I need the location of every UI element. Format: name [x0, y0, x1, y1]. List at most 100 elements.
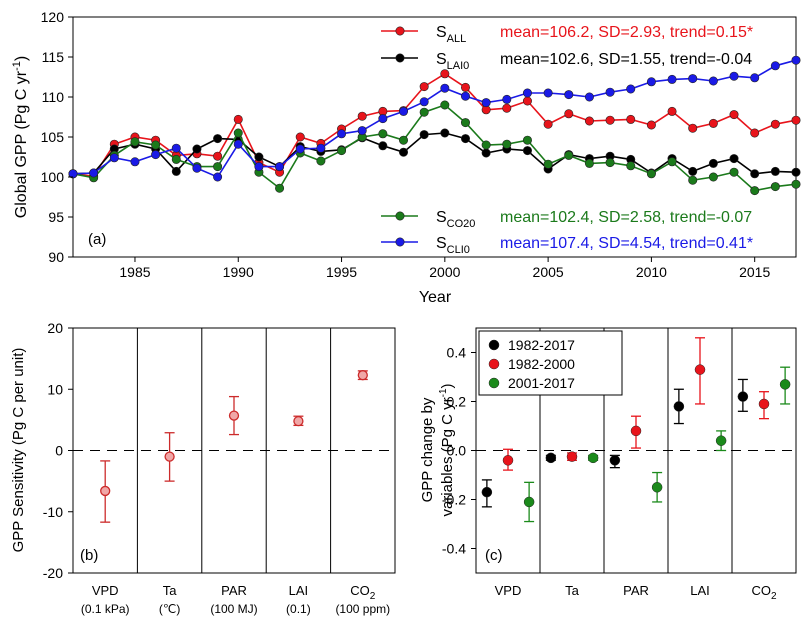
data-point-cli0 [729, 71, 739, 81]
data-point-co20 [275, 183, 285, 193]
data-point-all [522, 96, 532, 106]
category-label: LAI [289, 583, 309, 598]
data-point-co20 [522, 135, 532, 145]
data-point-lai0 [440, 128, 450, 138]
data-point-co20 [399, 135, 409, 145]
data-point-cli0 [522, 88, 532, 98]
data-point-cli0 [275, 162, 285, 172]
x-tick-label: 2015 [739, 264, 770, 280]
data-point-lai0 [254, 152, 264, 162]
category-unit: (100 MJ) [210, 602, 257, 616]
data-point-all [543, 119, 553, 129]
y-tick-label: 0 [55, 443, 63, 459]
data-point-all [584, 116, 594, 126]
data-point-cli0 [708, 76, 718, 86]
data-point-all [295, 132, 305, 142]
data-point-lai0 [460, 134, 470, 144]
data-point-cli0 [419, 97, 429, 107]
data-point-cli0 [543, 88, 553, 98]
x-tick-label: 2005 [533, 264, 564, 280]
data-point-all [357, 111, 367, 121]
legend-label: 1982-2017 [508, 337, 575, 353]
data-point-cli0 [295, 144, 305, 154]
data-point-co20 [171, 154, 181, 164]
panel-b-ylabel: GPP Sensitivity (Pg C per unit) [10, 348, 27, 553]
data-point-co20 [564, 150, 574, 160]
y-tick-label: 90 [48, 249, 64, 265]
data-point-lai0 [688, 166, 698, 176]
data-point-co20 [584, 158, 594, 168]
data-point-co20 [151, 140, 161, 150]
data-point-all [791, 115, 801, 125]
data-point-cli0 [770, 61, 780, 71]
change-point-1982-2017 [609, 455, 621, 466]
data-point-cli0 [171, 143, 181, 153]
change-point-2001-2017 [587, 452, 599, 464]
category-label: VPD [92, 583, 119, 598]
data-point-all [688, 123, 698, 133]
data-point-lai0 [770, 166, 780, 176]
change-point-1982-2000 [566, 451, 578, 462]
data-point-cli0 [584, 92, 594, 102]
data-point-cli0 [89, 168, 99, 178]
data-point-lai0 [171, 166, 181, 176]
change-point-1982-2000 [694, 364, 706, 375]
y-tick-label: 110 [42, 89, 65, 105]
series-line-cli0 [72, 59, 797, 179]
data-point-co20 [729, 167, 739, 177]
data-point-co20 [605, 158, 615, 168]
y-tick-label: -10 [43, 504, 63, 520]
legend-box [478, 330, 623, 396]
data-point-co20 [646, 169, 656, 179]
category-label: Ta [565, 583, 580, 598]
y-tick-label: 0.4 [447, 345, 467, 361]
sensitivity-point [100, 485, 111, 497]
data-point-cli0 [337, 129, 347, 139]
sensitivity-point [228, 410, 240, 421]
y-tick-label: -0.2 [442, 492, 466, 508]
legend-stats-co20: mean=102.4, SD=2.58, trend=-0.07 [500, 209, 752, 226]
data-point-cli0 [399, 106, 409, 116]
category-label: LAI [690, 583, 710, 598]
data-point-lai0 [419, 130, 429, 140]
x-tick-label: 2010 [636, 264, 667, 280]
data-point-co20 [502, 139, 512, 149]
data-point-lai0 [791, 167, 801, 177]
data-point-co20 [708, 172, 718, 182]
data-point-cli0 [667, 74, 677, 84]
x-tick-label: 1990 [223, 264, 254, 280]
y-tick-label: 10 [47, 381, 63, 397]
data-point-all [440, 69, 450, 79]
data-point-co20 [378, 129, 388, 139]
legend-stats-all: mean=106.2, SD=2.93, trend=0.15* [500, 24, 753, 41]
data-point-lai0 [708, 158, 718, 168]
category-label: PAR [221, 583, 247, 598]
data-point-co20 [213, 162, 223, 172]
data-point-co20 [667, 157, 677, 167]
legend-marker [395, 26, 405, 36]
data-point-cli0 [460, 91, 470, 101]
data-point-co20 [481, 140, 491, 150]
data-point-cli0 [213, 172, 223, 182]
panel-c-label: (c) [485, 547, 503, 564]
category-unit: (℃) [159, 602, 180, 616]
panel-c-ylabel-line1: GPP change by [419, 397, 436, 502]
category-unit: (0.1 kPa) [81, 602, 130, 616]
legend-marker [488, 358, 500, 370]
panel-c-ylabel-line2: variables (Pg C yr-1) [438, 383, 456, 516]
legend-label-all: SALL [436, 24, 466, 45]
data-point-co20 [688, 175, 698, 185]
change-point-1982-2000 [758, 398, 770, 410]
panel-b-sensitivity: -20 -10 0 10 20 VPD (0.1 kPa) Ta (℃) PAR (100 MJ) L… [10, 320, 396, 616]
legend-marker [488, 377, 500, 389]
data-point-lai0 [399, 147, 409, 157]
data-point-co20 [626, 161, 636, 171]
data-point-cli0 [151, 150, 161, 160]
legend-label-cli0: SCLI0 [436, 235, 470, 256]
data-point-cli0 [68, 169, 78, 179]
panel-c-gpp-change: -0.4 -0.2 0.0 0.2 0.4 VPD Ta PAR LAI CO2 1982-2017… [419, 327, 797, 602]
sensitivity-point [164, 451, 175, 462]
data-point-co20 [337, 146, 347, 156]
data-point-cli0 [626, 84, 636, 94]
data-point-cli0 [357, 126, 367, 136]
